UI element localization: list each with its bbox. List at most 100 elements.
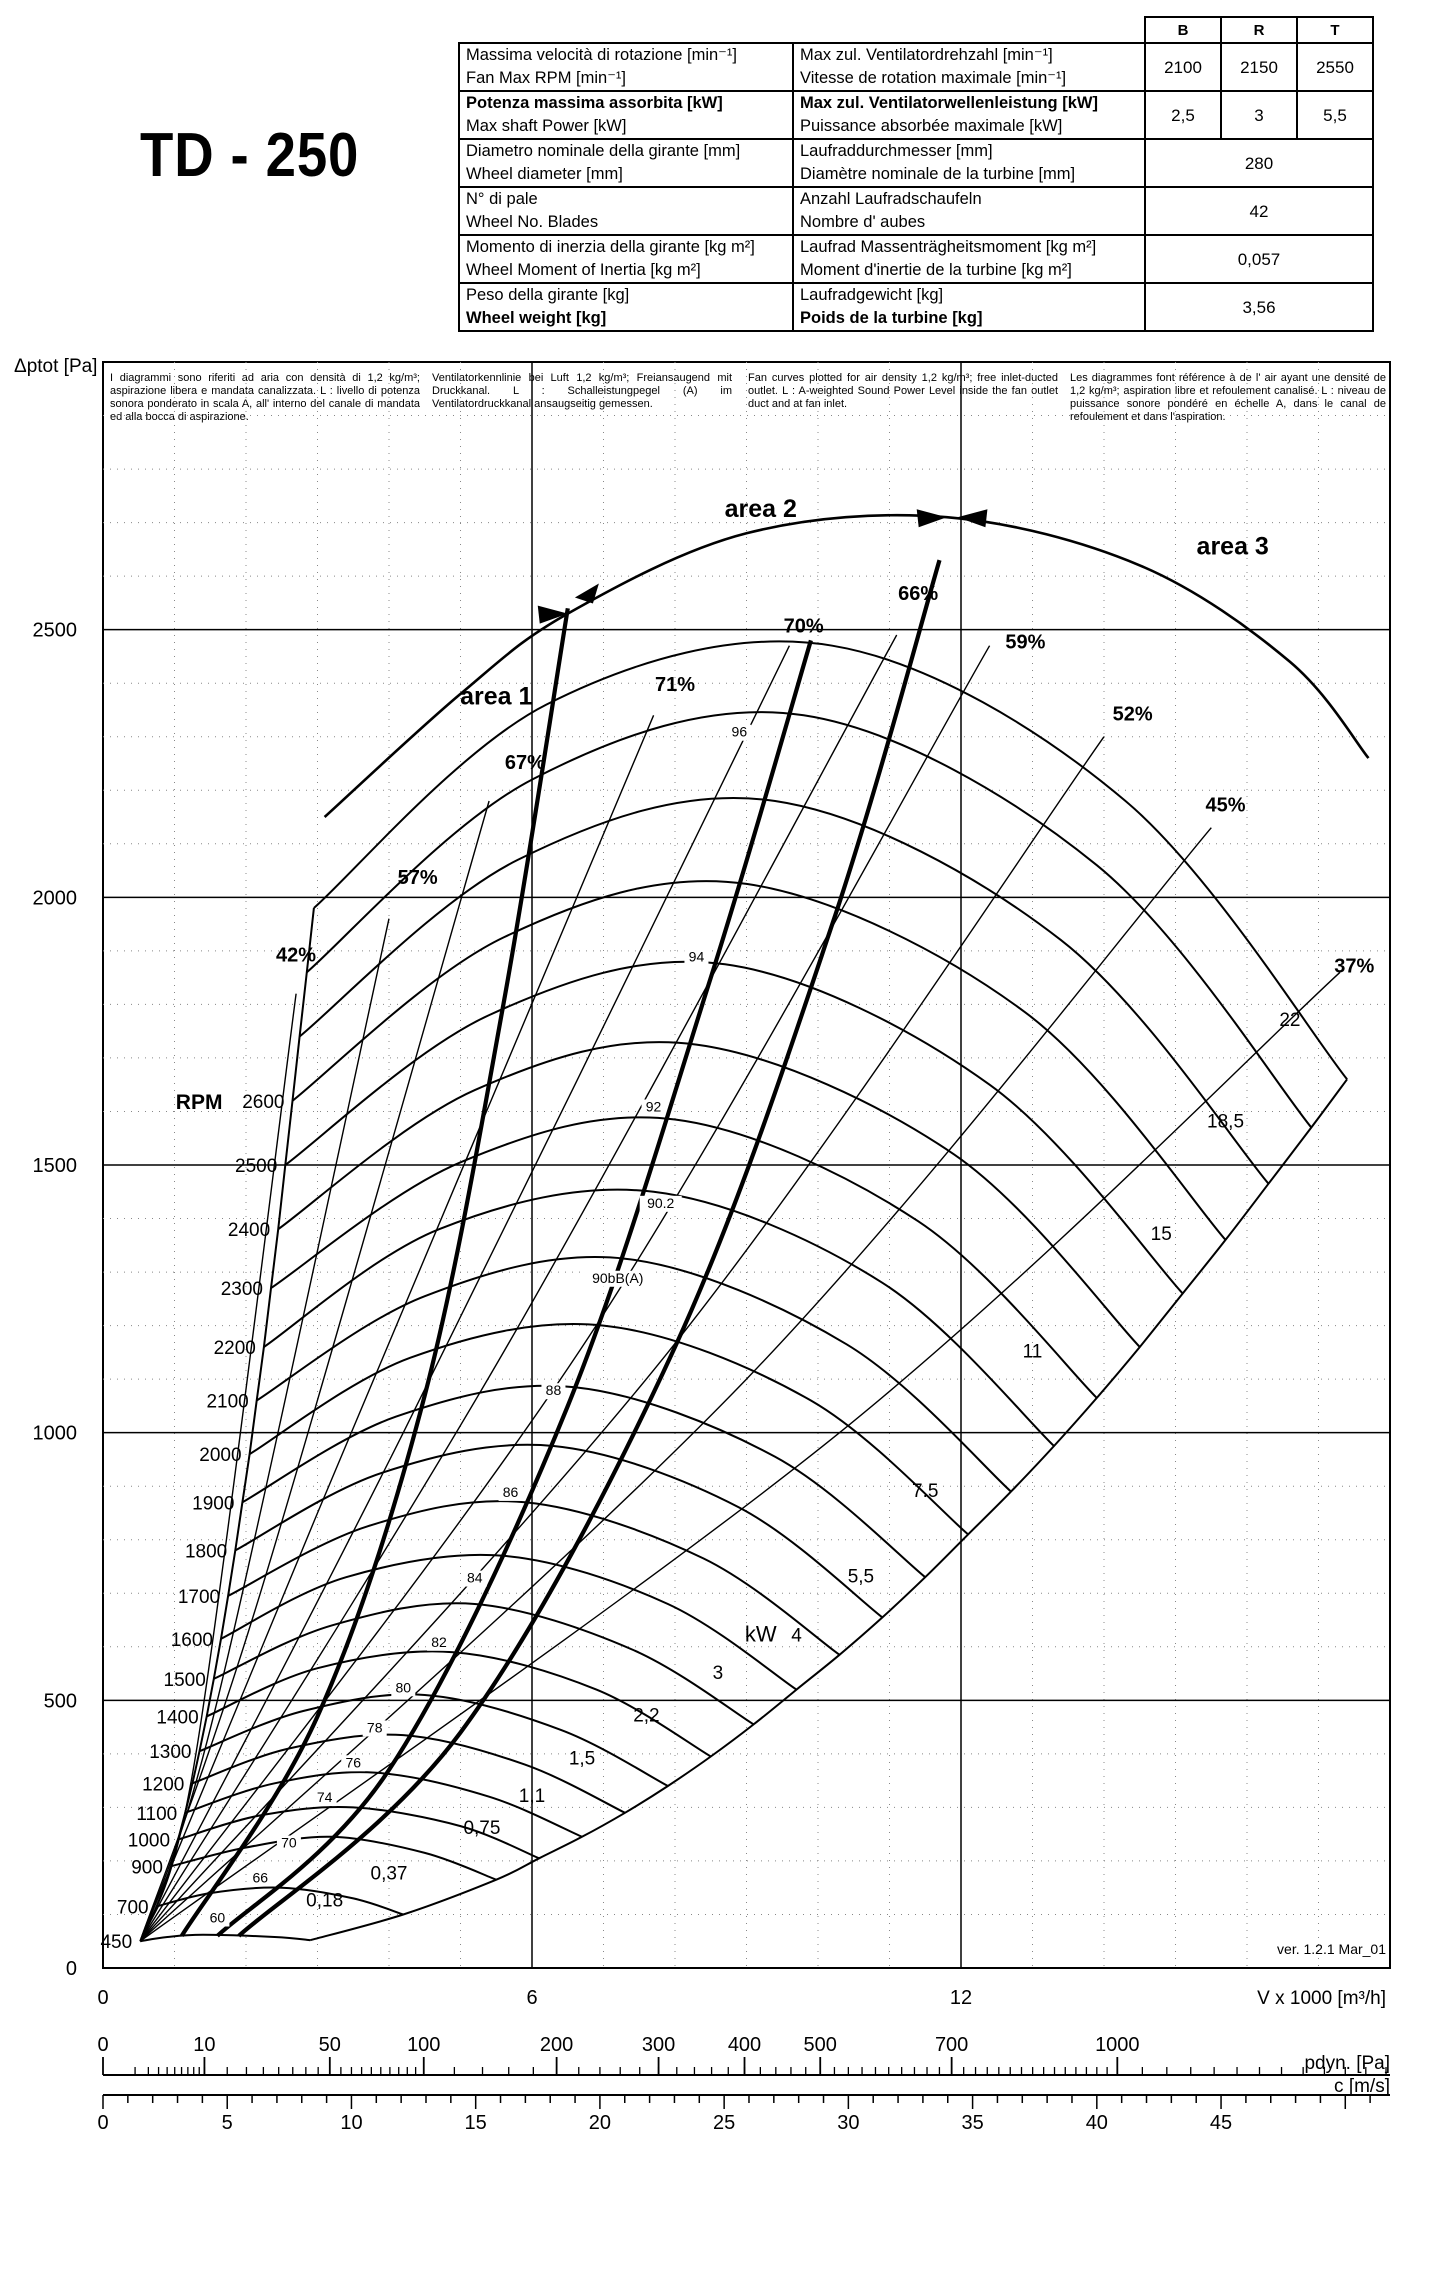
arrow-head	[916, 509, 947, 528]
sound-label-bg	[312, 1790, 337, 1807]
spec-table: B R T Massima velocità di rotazione [min…	[458, 16, 1374, 332]
rpm-curve	[192, 1733, 626, 1814]
spec-label-it: N° di pale	[466, 190, 538, 208]
pdyn-tick-label: 300	[642, 2034, 675, 2056]
efficiency-label: 70%	[784, 615, 824, 637]
pdyn-tick-label: 1000	[1095, 2034, 1140, 2056]
rpm-curve	[140, 1933, 311, 1943]
velocity-tick-label: 5	[222, 2112, 233, 2134]
sound-label: 86	[503, 1484, 519, 1500]
rpm-curve	[177, 1806, 540, 1860]
rpm-curve	[249, 1323, 969, 1536]
rpm-label: 1600	[171, 1630, 213, 1651]
spec-value-t: 5,5	[1296, 90, 1374, 140]
sound-label-bg	[684, 949, 709, 966]
sound-label: 94	[689, 949, 705, 965]
efficiency-line	[139, 918, 390, 1942]
efficiency-line	[139, 971, 1341, 1942]
rpm-label: 700	[117, 1897, 149, 1918]
sound-label: 70	[281, 1835, 297, 1851]
sound-label: 66	[253, 1869, 269, 1885]
area-label: area 3	[1197, 533, 1269, 561]
pdyn-tick-label: 200	[540, 2034, 573, 2056]
spec-value-b: 2,5	[1144, 90, 1222, 140]
spec-label-fr: Nombre d' aubes	[800, 213, 926, 231]
model-title: TD - 250	[140, 121, 360, 190]
bottom-scales: 0 5 10 15 20 25 30 35 40 45 c [m/s] 0 10 50 100 200 300 4…	[97, 2034, 1390, 2134]
efficiency-line	[139, 993, 297, 1942]
spec-label-en: Wheel Moment of Inertia [kg m²]	[466, 261, 701, 279]
y-axis-label: Δptot [Pa]	[14, 356, 97, 377]
efficiency-label: 67%	[505, 752, 545, 774]
arrow-head	[957, 509, 988, 528]
rpm-curve	[213, 1602, 755, 1726]
rpm-label: 1700	[178, 1587, 220, 1608]
arrow-head	[574, 583, 599, 604]
rpm-curve	[184, 1771, 583, 1838]
sound-label: 82	[431, 1634, 447, 1650]
rpm-curve	[313, 640, 1348, 1080]
axis-text: 0 500 1000 1500 2000 2500 0 6 12 Δptot [Pa] V x 10…	[14, 356, 1386, 2009]
power-label: 7.5	[912, 1481, 938, 1502]
rpm-curve	[298, 797, 1270, 1185]
sound-label-bg	[641, 1099, 666, 1116]
pdyn-tick-label: 100	[407, 2034, 440, 2056]
rpm-label: 2300	[221, 1279, 263, 1300]
spec-value-r: 2150	[1220, 42, 1298, 92]
spec-label-fr: Diamètre nominale de la turbine [mm]	[800, 165, 1076, 183]
efficiency-label: 42%	[276, 945, 316, 967]
spec-label-de: Max zul. Ventilatordrehzahl [min⁻¹]	[800, 46, 1053, 64]
sound-label-bg	[362, 1720, 387, 1737]
sound-label: 80	[396, 1679, 412, 1695]
spec-value: 0,057	[1144, 234, 1374, 284]
rpm-label: 2000	[199, 1445, 241, 1466]
rpm-label: 1400	[156, 1707, 198, 1728]
system-curve	[215, 639, 813, 1938]
y-tick-label: 1000	[33, 1423, 78, 1445]
efficiency-label: 45%	[1206, 795, 1246, 817]
sound-label-bg	[276, 1835, 301, 1852]
velocity-tick-label: 40	[1086, 2112, 1108, 2134]
efficiency-label: 52%	[1113, 704, 1153, 726]
spec-value-b: 2100	[1144, 42, 1222, 92]
spec-label-de: Laufraddurchmesser [mm]	[800, 142, 993, 160]
area-boundary-arc	[323, 513, 1370, 818]
rpm-label: 1300	[149, 1742, 191, 1763]
rpm-curve	[306, 711, 1313, 1129]
velocity-tick-label: 45	[1210, 2112, 1232, 2134]
spec-row-max-rpm: Massima velocità di rotazione [min⁻¹] Fan…	[458, 42, 1374, 92]
spec-label-fr: Puissance absorbée maximale [kW]	[800, 117, 1063, 135]
spec-label-de: Max zul. Ventilatorwellenleistung [kW]	[800, 94, 1098, 112]
rpm-curve	[199, 1693, 669, 1787]
power-label: 3	[713, 1663, 724, 1684]
rpm-label: 1200	[142, 1774, 184, 1795]
y-tick-label: 2000	[33, 887, 78, 909]
x-axis-label: V x 1000 [m³/h]	[1257, 1988, 1386, 2009]
spec-label-en: Wheel weight [kg]	[466, 309, 607, 327]
power-label: 0,18	[306, 1890, 343, 1911]
power-label: 0,37	[371, 1864, 408, 1885]
efficiency-label: 71%	[655, 674, 695, 696]
spec-value-t: 2550	[1296, 42, 1374, 92]
rpm-axis-label: RPM	[176, 1091, 223, 1114]
spec-label-it: Massima velocità di rotazione [min⁻¹]	[466, 46, 737, 64]
power-label: 22	[1279, 1010, 1300, 1031]
efficiency-line	[139, 827, 1212, 1942]
sound-label: 60	[210, 1909, 226, 1925]
sound-label: 78	[367, 1719, 383, 1735]
efficiency-label: 57%	[398, 867, 438, 889]
spec-label-fr: Moment d'inertie de la turbine [kg m²]	[800, 261, 1072, 279]
power-unit-label: kW	[745, 1621, 777, 1646]
sound-label: 76	[345, 1754, 361, 1770]
sound-label-bg	[462, 1570, 487, 1587]
efficiency-line	[139, 634, 898, 1942]
rpm-curves: 450 700 900 1000 1100 1200 1300 1400 1500 1600 170…	[100, 640, 1348, 1953]
chart-labels: area 1 area 2 area 3 42% 57% 67% 71% 70% 66% 59% 5…	[205, 495, 1374, 1927]
sound-label-bg	[205, 1910, 230, 1927]
velocity-scale-label: c [m/s]	[1334, 2076, 1390, 2097]
column-header-b: B	[1144, 16, 1222, 44]
sound-label-bg	[639, 1195, 682, 1212]
rpm-label: 2600	[242, 1092, 284, 1113]
note-italian: I diagrammi sono riferiti ad aria con de…	[110, 372, 420, 423]
